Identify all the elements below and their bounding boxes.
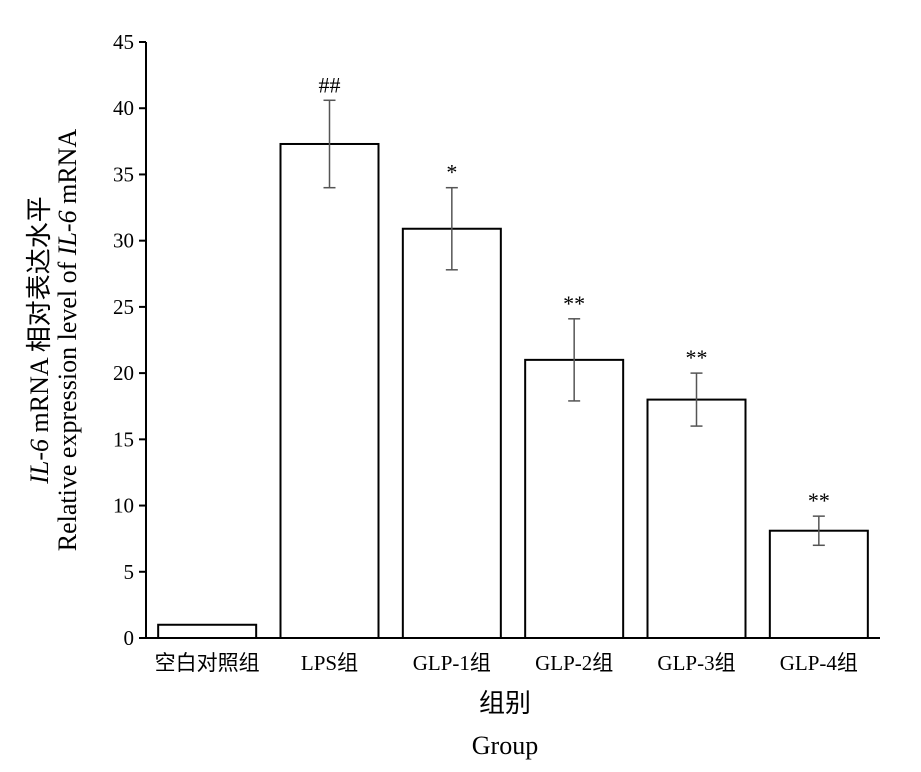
- y-tick-label: 15: [113, 427, 134, 451]
- significance-labels: ##*******: [319, 72, 830, 513]
- y-tick-label: 45: [113, 30, 134, 54]
- bar: [157, 623, 258, 639]
- x-category-label: GLP-2组: [535, 651, 613, 675]
- bar: [646, 398, 747, 639]
- chart-axes: [145, 42, 880, 639]
- x-category-label: GLP-3组: [657, 651, 735, 675]
- significance-label: **: [808, 488, 830, 513]
- x-category-label: GLP-1组: [413, 651, 491, 675]
- bar: [524, 358, 625, 639]
- x-axis-title: 组别: [479, 689, 531, 718]
- y-tick-label: 30: [113, 229, 134, 253]
- significance-label: **: [563, 291, 585, 316]
- significance-label: **: [686, 345, 708, 370]
- x-axis-category-labels: 空白对照组 LPS组 GLP-1组 GLP-2组 GLP-3组 GLP-4组: [155, 651, 858, 675]
- error-bars: [323, 99, 825, 547]
- y-tick-label: 10: [113, 494, 134, 518]
- significance-label: ##: [319, 72, 341, 97]
- significance-label: *: [446, 160, 457, 185]
- bar: [768, 529, 869, 639]
- y-tick-label: 5: [124, 560, 135, 584]
- y-tick-label: 25: [113, 295, 134, 319]
- y-tick-label: 35: [113, 162, 134, 186]
- bar: [279, 142, 380, 640]
- y-axis-title: IL-6 mRNA 相对表达水平: [25, 196, 54, 484]
- y-axis-ticks: 0 5 10 15 20 25 30 35 40 45: [113, 30, 146, 650]
- x-axis-title-english: Group: [472, 731, 538, 760]
- x-category-label: 空白对照组: [155, 651, 260, 675]
- y-tick-label: 0: [124, 626, 135, 650]
- y-tick-label: 40: [113, 96, 134, 120]
- bar: [401, 227, 502, 639]
- bar-series: [157, 142, 869, 640]
- x-category-label: LPS组: [301, 651, 358, 675]
- y-axis-title-english: Relative expression level of IL-6 mRNA: [53, 129, 82, 552]
- x-category-label: GLP-4组: [780, 651, 858, 675]
- y-tick-label: 20: [113, 361, 134, 385]
